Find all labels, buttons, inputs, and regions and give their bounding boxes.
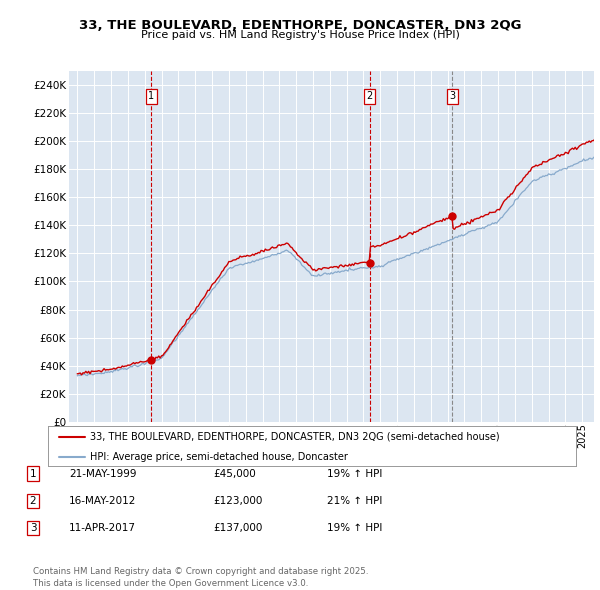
Text: Price paid vs. HM Land Registry's House Price Index (HPI): Price paid vs. HM Land Registry's House … (140, 30, 460, 40)
Text: 19% ↑ HPI: 19% ↑ HPI (327, 469, 382, 478)
Text: Contains HM Land Registry data © Crown copyright and database right 2025.
This d: Contains HM Land Registry data © Crown c… (33, 567, 368, 588)
Text: 11-APR-2017: 11-APR-2017 (69, 523, 136, 533)
Text: 33, THE BOULEVARD, EDENTHORPE, DONCASTER, DN3 2QG (semi-detached house): 33, THE BOULEVARD, EDENTHORPE, DONCASTER… (90, 432, 500, 442)
Text: 2: 2 (367, 91, 373, 101)
Text: 1: 1 (148, 91, 154, 101)
Text: 3: 3 (29, 523, 37, 533)
Text: HPI: Average price, semi-detached house, Doncaster: HPI: Average price, semi-detached house,… (90, 453, 348, 463)
Text: 3: 3 (449, 91, 455, 101)
Text: £137,000: £137,000 (213, 523, 262, 533)
Text: 33, THE BOULEVARD, EDENTHORPE, DONCASTER, DN3 2QG: 33, THE BOULEVARD, EDENTHORPE, DONCASTER… (79, 19, 521, 32)
Text: £123,000: £123,000 (213, 496, 262, 506)
Text: 19% ↑ HPI: 19% ↑ HPI (327, 523, 382, 533)
Text: 1: 1 (29, 469, 37, 478)
Text: 21-MAY-1999: 21-MAY-1999 (69, 469, 137, 478)
Text: 2: 2 (29, 496, 37, 506)
Text: 16-MAY-2012: 16-MAY-2012 (69, 496, 136, 506)
Text: 21% ↑ HPI: 21% ↑ HPI (327, 496, 382, 506)
Text: £45,000: £45,000 (213, 469, 256, 478)
